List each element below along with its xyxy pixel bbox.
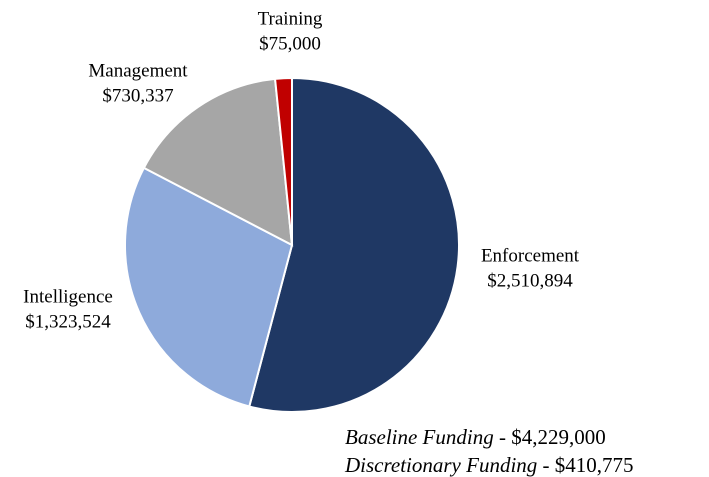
slice-label: Enforcement [481, 245, 580, 266]
slice-value-label: $2,510,894 [487, 270, 573, 291]
annotation-name: Baseline Funding [345, 425, 494, 449]
pie-slice [124, 166, 294, 408]
slice-label: Intelligence [23, 286, 113, 307]
pie-slice [142, 77, 294, 247]
pie-slice [248, 76, 460, 413]
annotation: Discretionary Funding - $410,775 [344, 453, 634, 477]
annotation-value: - $4,229,000 [494, 425, 606, 449]
labels: Enforcement $2,510,894 Intelligence $1,323,… [23, 8, 580, 332]
slice-value-label: $75,000 [259, 33, 321, 54]
slice-label: Management [88, 60, 188, 81]
annotation: Baseline Funding - $4,229,000 [345, 425, 606, 449]
slice-value-label: $1,323,524 [25, 311, 111, 332]
slice-label: Training [258, 8, 323, 29]
annotation-name: Discretionary Funding [344, 453, 537, 477]
annotation-value: - $410,775 [537, 453, 633, 477]
pie-slice [273, 76, 293, 246]
slice-value-label: $730,337 [102, 85, 173, 106]
pie [124, 76, 460, 413]
